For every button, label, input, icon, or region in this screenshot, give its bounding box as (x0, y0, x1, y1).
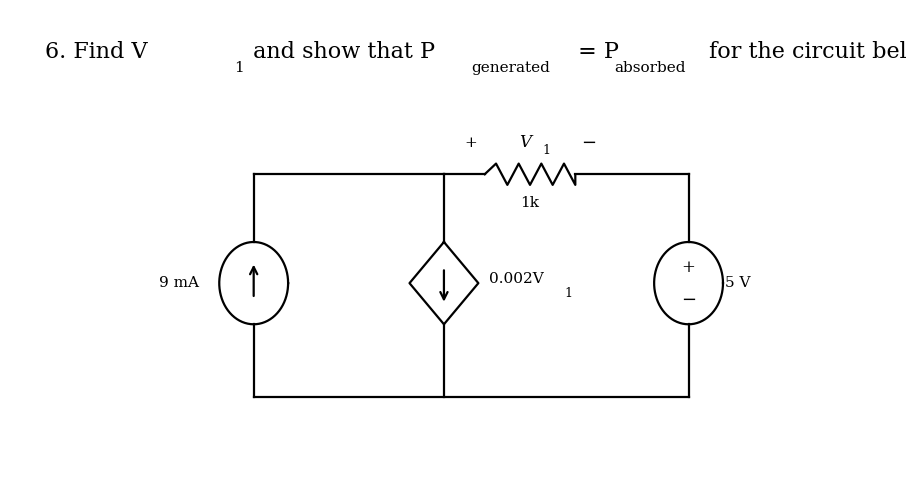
Text: V: V (519, 134, 532, 151)
Text: for the circuit below.: for the circuit below. (702, 41, 906, 63)
Text: absorbed: absorbed (614, 60, 686, 75)
Text: 1k: 1k (521, 197, 539, 210)
Text: and show that P: and show that P (246, 41, 436, 63)
Text: +: + (681, 259, 696, 276)
Text: −: − (681, 291, 696, 309)
Text: 0.002V: 0.002V (489, 272, 544, 286)
Text: 1: 1 (543, 144, 550, 156)
Text: 5 V: 5 V (725, 276, 750, 290)
Text: 1: 1 (564, 287, 573, 300)
Text: +: + (465, 136, 477, 150)
Text: 1: 1 (234, 60, 244, 75)
Text: −: − (582, 134, 596, 152)
Text: 6. Find V: 6. Find V (45, 41, 148, 63)
Text: = P: = P (571, 41, 619, 63)
Text: generated: generated (471, 60, 550, 75)
Text: 9 mA: 9 mA (159, 276, 199, 290)
